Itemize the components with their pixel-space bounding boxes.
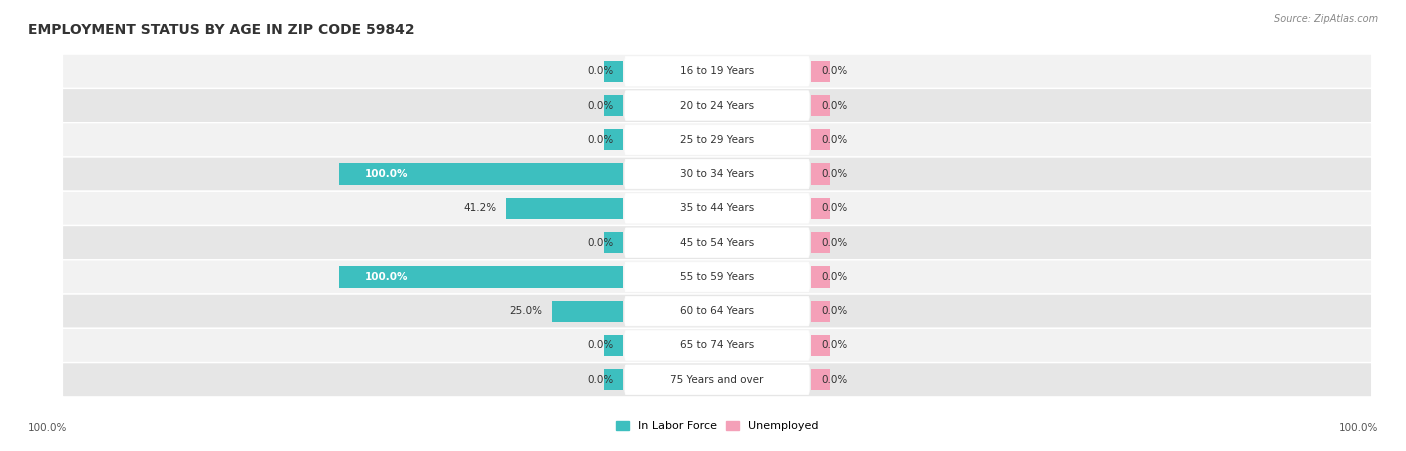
Text: 100.0%: 100.0% — [366, 272, 408, 282]
Text: 0.0%: 0.0% — [586, 135, 613, 145]
Text: 0.0%: 0.0% — [821, 101, 848, 110]
Bar — [811, 95, 831, 116]
Bar — [811, 129, 831, 151]
FancyBboxPatch shape — [62, 123, 1372, 157]
FancyBboxPatch shape — [62, 363, 1372, 397]
Bar — [811, 266, 831, 288]
Bar — [603, 129, 623, 151]
FancyBboxPatch shape — [62, 226, 1372, 260]
Bar — [339, 163, 623, 185]
Text: 0.0%: 0.0% — [821, 169, 848, 179]
FancyBboxPatch shape — [624, 296, 810, 326]
Text: 35 to 44 Years: 35 to 44 Years — [681, 203, 754, 213]
FancyBboxPatch shape — [62, 54, 1372, 88]
Text: 20 to 24 Years: 20 to 24 Years — [681, 101, 754, 110]
FancyBboxPatch shape — [62, 328, 1372, 363]
Text: 41.2%: 41.2% — [464, 203, 496, 213]
FancyBboxPatch shape — [624, 262, 810, 292]
FancyBboxPatch shape — [62, 157, 1372, 191]
Text: 0.0%: 0.0% — [821, 238, 848, 248]
Bar — [811, 300, 831, 322]
Text: 25 to 29 Years: 25 to 29 Years — [681, 135, 754, 145]
Bar — [603, 95, 623, 116]
Text: 0.0%: 0.0% — [586, 238, 613, 248]
Text: 45 to 54 Years: 45 to 54 Years — [681, 238, 754, 248]
Text: 0.0%: 0.0% — [586, 101, 613, 110]
FancyBboxPatch shape — [62, 88, 1372, 123]
Text: 25.0%: 25.0% — [509, 306, 543, 316]
Text: 0.0%: 0.0% — [586, 375, 613, 385]
Text: 0.0%: 0.0% — [821, 272, 848, 282]
FancyBboxPatch shape — [624, 331, 810, 360]
FancyBboxPatch shape — [62, 260, 1372, 294]
Bar — [811, 163, 831, 185]
Text: 0.0%: 0.0% — [821, 135, 848, 145]
Bar — [506, 198, 623, 219]
FancyBboxPatch shape — [624, 159, 810, 189]
Bar — [603, 232, 623, 253]
Text: 100.0%: 100.0% — [28, 423, 67, 433]
Bar — [603, 369, 623, 391]
Text: 0.0%: 0.0% — [821, 203, 848, 213]
Bar — [811, 369, 831, 391]
Legend: In Labor Force, Unemployed: In Labor Force, Unemployed — [612, 417, 823, 436]
FancyBboxPatch shape — [62, 191, 1372, 226]
Text: 100.0%: 100.0% — [366, 169, 408, 179]
Text: 75 Years and over: 75 Years and over — [671, 375, 763, 385]
Text: 100.0%: 100.0% — [1339, 423, 1378, 433]
Bar — [811, 335, 831, 356]
Text: EMPLOYMENT STATUS BY AGE IN ZIP CODE 59842: EMPLOYMENT STATUS BY AGE IN ZIP CODE 598… — [28, 23, 415, 37]
Text: 0.0%: 0.0% — [821, 341, 848, 350]
Text: 55 to 59 Years: 55 to 59 Years — [681, 272, 754, 282]
Bar — [603, 335, 623, 356]
Text: 60 to 64 Years: 60 to 64 Years — [681, 306, 754, 316]
Bar — [811, 232, 831, 253]
Text: Source: ZipAtlas.com: Source: ZipAtlas.com — [1274, 14, 1378, 23]
Bar — [811, 60, 831, 82]
Bar — [551, 300, 623, 322]
Text: 16 to 19 Years: 16 to 19 Years — [681, 66, 754, 76]
FancyBboxPatch shape — [624, 365, 810, 395]
Text: 0.0%: 0.0% — [821, 375, 848, 385]
Bar — [811, 198, 831, 219]
Text: 30 to 34 Years: 30 to 34 Years — [681, 169, 754, 179]
Text: 0.0%: 0.0% — [821, 66, 848, 76]
FancyBboxPatch shape — [624, 56, 810, 86]
FancyBboxPatch shape — [624, 228, 810, 258]
Bar — [339, 266, 623, 288]
FancyBboxPatch shape — [624, 125, 810, 155]
FancyBboxPatch shape — [624, 193, 810, 223]
Text: 0.0%: 0.0% — [586, 341, 613, 350]
Text: 0.0%: 0.0% — [821, 306, 848, 316]
FancyBboxPatch shape — [624, 91, 810, 120]
Text: 65 to 74 Years: 65 to 74 Years — [681, 341, 754, 350]
FancyBboxPatch shape — [62, 294, 1372, 328]
Text: 0.0%: 0.0% — [586, 66, 613, 76]
Bar — [603, 60, 623, 82]
